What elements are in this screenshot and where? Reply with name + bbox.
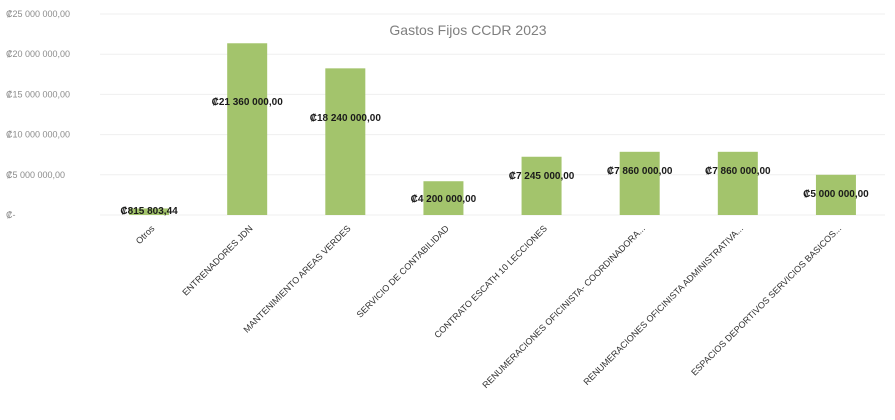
grid-layer: [100, 13, 885, 216]
y-tick-label: ₡20 000 000,00: [6, 49, 70, 59]
data-label: ₡4 200 000,00: [411, 194, 477, 205]
x-category-label: ESPACIOS DEPORTIVOS SERVICIOS BASICOS...: [689, 223, 843, 377]
x-category-label: SERVICIO DE CONTABILIDAD: [355, 223, 452, 320]
data-label: ₡21 360 000,00: [212, 97, 284, 108]
bar: [423, 181, 464, 215]
x-category-label: Otros: [134, 223, 157, 246]
y-tick-label: ₡10 000 000,00: [6, 130, 70, 140]
bar: [227, 43, 268, 216]
bar: [129, 208, 170, 215]
data-label: ₡7 860 000,00: [705, 166, 771, 177]
data-label: ₡7 245 000,00: [509, 171, 575, 182]
x-category-label: RENUMERACIONES OFICINISTA ADMINISTRATIVA…: [582, 223, 746, 387]
y-tick-label: ₡5 000 000,00: [6, 170, 65, 180]
bar: [325, 68, 366, 215]
bar: [521, 156, 562, 215]
x-category-label: RENUMERACIONES OFICINISTA- COORDINADORA.…: [480, 223, 647, 390]
y-axis-ticks: ₡- ₡5 000 000,00 ₡10 000 000,00 ₡15 000 000…: [6, 9, 70, 220]
x-category-label: MANTENIMIENTO AREAS VERDES: [241, 223, 352, 334]
bar: [717, 151, 758, 215]
bar: [619, 151, 660, 215]
data-labels: ₡815 803,44 ₡21 360 000,00 ₡18 240 000,00 ₡…: [120, 97, 869, 217]
data-label: ₡18 240 000,00: [310, 113, 382, 124]
bars: [129, 43, 856, 216]
data-label: ₡7 860 000,00: [607, 166, 673, 177]
bar: [815, 174, 856, 215]
data-label: ₡5 000 000,00: [803, 189, 869, 200]
data-label: ₡815 803,44: [120, 206, 178, 217]
y-tick-label: ₡25 000 000,00: [6, 9, 70, 19]
x-category-label: CONTRATO ESCATH 10 LECCIONES: [432, 223, 549, 340]
y-tick-label: ₡-: [6, 210, 16, 220]
x-category-label: ENTRENADORES JDN: [180, 223, 254, 297]
chart-title: Gastos Fijos CCDR 2023: [389, 22, 546, 38]
y-tick-label: ₡15 000 000,00: [6, 89, 70, 99]
